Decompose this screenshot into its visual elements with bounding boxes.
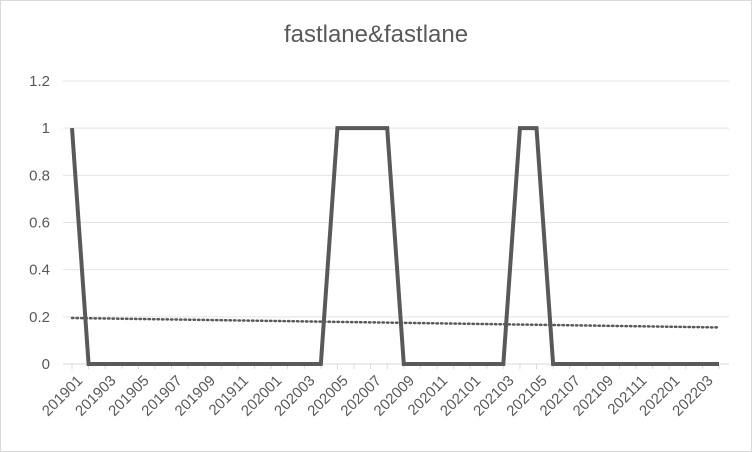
y-tick-label: 1 <box>42 120 50 137</box>
y-tick-label: 0.4 <box>29 262 50 279</box>
y-tick-label: 0 <box>42 356 50 373</box>
y-tick-label: 0.2 <box>29 309 50 326</box>
y-tick-label: 0.8 <box>29 167 50 184</box>
chart-title: fastlane&fastlane <box>283 21 469 48</box>
trendline <box>70 316 721 329</box>
y-tick-label: 0.6 <box>29 215 50 232</box>
series-line <box>70 126 719 366</box>
y-tick-label: 1.2 <box>29 73 50 90</box>
